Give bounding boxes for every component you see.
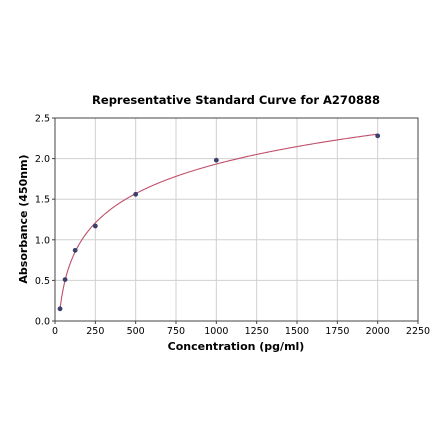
x-tick-label: 750: [167, 326, 185, 337]
plot-frame: [54, 117, 419, 322]
data-points-layer: [57, 133, 381, 312]
y-axis-ticks: 0.0 0.5 1.0 1.5 2.0 2.5: [35, 114, 55, 328]
y-tick-label: 1.5: [35, 195, 50, 206]
x-tick-label: 0: [52, 326, 58, 337]
x-tick-label: 250: [86, 326, 104, 337]
data-point: [72, 247, 78, 253]
data-point: [62, 277, 68, 282]
fit-curve-layer: [59, 133, 378, 309]
y-tick-label: 1.0: [35, 235, 50, 246]
fit-curve-line: [59, 133, 378, 309]
grid-lines: [54, 117, 419, 322]
x-tick-label: 1500: [285, 326, 309, 337]
x-tick-label: 1000: [204, 326, 228, 337]
y-tick-label: 0.0: [35, 317, 50, 328]
x-tick-label: 2250: [406, 326, 430, 337]
data-point: [57, 306, 63, 312]
y-axis-label: Absorbance (450nm): [17, 154, 30, 283]
data-point: [375, 133, 381, 139]
y-tick-label: 2.0: [35, 154, 50, 165]
y-tick-label: 2.5: [35, 114, 50, 125]
x-tick-label: 1250: [245, 326, 269, 337]
chart-title: Representative Standard Curve for A27088…: [92, 93, 380, 107]
x-axis-label: Concentration (pg/ml): [168, 340, 305, 353]
y-tick-label: 0.5: [35, 276, 50, 287]
x-tick-label: 500: [127, 326, 145, 337]
data-point: [213, 157, 219, 163]
data-point: [92, 223, 98, 229]
x-axis-ticks: 0 250 500 750 1000 1250 1500 1750 2000 2250: [52, 321, 430, 337]
x-tick-label: 1750: [325, 326, 349, 337]
x-tick-label: 2000: [366, 326, 390, 337]
data-point: [133, 191, 139, 197]
